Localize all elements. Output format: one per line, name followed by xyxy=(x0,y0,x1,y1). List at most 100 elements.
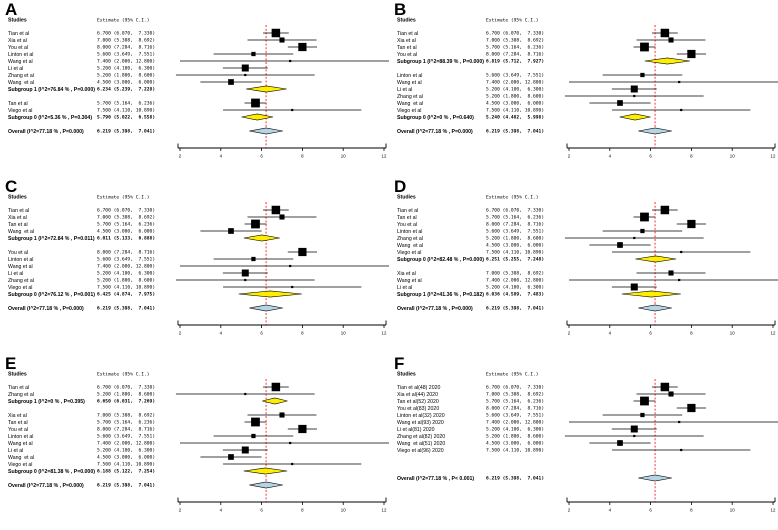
study-label: Wang et al xyxy=(8,59,33,65)
x-tick-label: 2 xyxy=(568,508,571,513)
point-estimate-marker xyxy=(228,79,234,85)
panel-letter: E xyxy=(5,354,16,373)
study-label: Wang et al xyxy=(8,441,33,447)
study-estimate: 5.200 (4.100, 6.300) xyxy=(486,87,544,93)
study-label: Xia et al xyxy=(397,38,416,44)
x-tick-label: 6 xyxy=(649,508,652,513)
study-label: Tian et al xyxy=(397,208,418,214)
study-label: Viego et al xyxy=(8,462,32,468)
x-tick-label: 8 xyxy=(301,154,304,159)
point-estimate-marker xyxy=(228,228,234,234)
subgroup-label: Subgroup 1 (I^2=88.39 % , P=0.000) xyxy=(397,59,484,65)
study-estimate: 6.700 (6.070, 7.330) xyxy=(486,385,544,391)
study-estimate: 7.000 (5.308, 8.692) xyxy=(486,38,544,44)
overall-label: Overall (I^2=77.18 % , P=0.000) xyxy=(397,129,473,135)
overall-label: Overall (I^2=77.18 % , P=0.000) xyxy=(397,306,473,312)
study-label: Wang et al xyxy=(8,80,34,86)
study-estimate: 7.500 (4.110, 10.890) xyxy=(486,448,544,454)
point-estimate-marker xyxy=(289,441,292,445)
point-estimate-marker xyxy=(251,256,256,262)
study-label: You et al xyxy=(8,45,28,51)
point-estimate-marker xyxy=(678,80,681,84)
point-estimate-marker xyxy=(241,446,249,454)
x-tick-label: 4 xyxy=(220,508,223,513)
x-tick-label: 2 xyxy=(179,154,182,159)
study-estimate: 5.600 (3.649, 7.551) xyxy=(486,73,544,79)
study-estimate: 7.400 (2.000, 12.800) xyxy=(486,80,544,86)
subgroup-label: Subgroup 0 (I^2=0 % , P=0.640) xyxy=(397,115,474,121)
column-header-estimate: Estimate (95% C.I.) xyxy=(486,18,539,24)
study-estimate: 5.200 (1.800, 8.600) xyxy=(97,278,155,284)
point-estimate-marker xyxy=(289,264,292,268)
subgroup-estimate: 6.819 (5.712, 7.927) xyxy=(486,59,544,65)
subgroup-estimate: 6.251 (5.255, 7.248) xyxy=(486,257,544,263)
study-label: Zhang et al xyxy=(397,94,423,100)
study-estimate: 7.000 (5.308, 8.692) xyxy=(97,413,155,419)
point-estimate-marker xyxy=(251,51,256,57)
overall-estimate: 6.219 (5.398, 7.041) xyxy=(97,306,155,312)
subgroup-estimate: 5.240 (4.482, 5.998) xyxy=(486,115,544,121)
study-label: Viego et al xyxy=(397,108,421,114)
study-estimate: 5.200 (1.800, 8.600) xyxy=(486,434,544,440)
study-estimate: 5.200 (4.100, 6.300) xyxy=(97,448,155,454)
subgroup-diamond xyxy=(262,397,288,405)
study-label: Tan et al xyxy=(8,101,28,107)
x-tick-label: 8 xyxy=(301,331,304,336)
overall-label: Overall (I^2=77.18 % , P=0.000) xyxy=(8,129,84,135)
subgroup-label: Subgroup 1 (I^2=0 % , P=0.395) xyxy=(8,399,85,405)
study-label: Wang et al xyxy=(397,243,423,249)
subgroup-diamond xyxy=(243,467,288,475)
subgroup-label: Subgroup 0 (I^2=81.38 % , P=0.000) xyxy=(8,469,95,475)
subgroup-diamond xyxy=(644,57,690,65)
x-tick-label: 6 xyxy=(260,508,263,513)
study-label: Tian et al xyxy=(8,31,29,37)
x-tick-label: 8 xyxy=(690,154,693,159)
study-estimate: 6.700 (6.070, 7.330) xyxy=(486,31,544,37)
panel-letter: D xyxy=(394,177,406,196)
study-estimate: 7.500 (4.110, 10.890) xyxy=(97,285,155,291)
overall-estimate: 6.219 (5.398, 7.041) xyxy=(486,306,544,312)
column-header-studies: Studies xyxy=(397,195,416,201)
overall-label: Overall (I^2=77.18 % , P< 0.001) xyxy=(397,476,474,482)
subgroup-estimate: 6.650 (6.031, 7.269) xyxy=(97,399,155,405)
study-estimate: 5.700 (5.164, 6.236) xyxy=(97,420,155,426)
study-estimate: 4.500 (3.000, 6.000) xyxy=(486,243,544,249)
study-label: Li et al xyxy=(397,87,412,93)
point-estimate-marker xyxy=(660,28,670,38)
forest-panel-C: C Studies Estimate (95% C.I.) Tian et al 6.7… xyxy=(0,177,389,353)
study-label: Xia et al xyxy=(8,215,27,221)
point-estimate-marker xyxy=(291,285,294,289)
study-label: Tian et al xyxy=(8,208,29,214)
x-tick-label: 10 xyxy=(730,331,735,336)
point-estimate-marker xyxy=(251,98,260,108)
point-estimate-marker xyxy=(251,219,260,229)
study-estimate: 5.200 (4.100, 6.300) xyxy=(97,66,155,72)
point-estimate-marker xyxy=(668,270,674,276)
point-estimate-marker xyxy=(640,228,645,234)
point-estimate-marker xyxy=(244,73,247,77)
point-estimate-marker xyxy=(687,403,696,413)
study-label: Wang et al xyxy=(8,455,34,461)
panel-letter: A xyxy=(5,0,17,19)
column-header-studies: Studies xyxy=(8,18,27,24)
overall-estimate: 6.219 (5.398, 7.041) xyxy=(97,483,155,489)
point-estimate-marker xyxy=(271,28,281,38)
x-tick-label: 4 xyxy=(609,508,612,513)
x-tick-label: 4 xyxy=(609,331,612,336)
study-label: Wang et al(51) 2020 xyxy=(397,441,445,447)
study-estimate: 5.700 (5.164, 6.236) xyxy=(97,222,155,228)
study-estimate: 8.000 (7.284, 8.716) xyxy=(486,222,544,228)
subgroup-estimate: 6.011 (5.133, 6.888) xyxy=(97,236,155,242)
point-estimate-marker xyxy=(279,214,285,220)
point-estimate-marker xyxy=(298,247,307,257)
x-tick-label: 10 xyxy=(730,154,735,159)
study-estimate: 5.700 (5.164, 6.236) xyxy=(486,215,544,221)
study-label: Li et al xyxy=(8,271,23,277)
point-estimate-marker xyxy=(241,269,249,277)
panel-letter: C xyxy=(5,177,17,196)
study-estimate: 4.500 (3.000, 6.000) xyxy=(486,441,544,447)
